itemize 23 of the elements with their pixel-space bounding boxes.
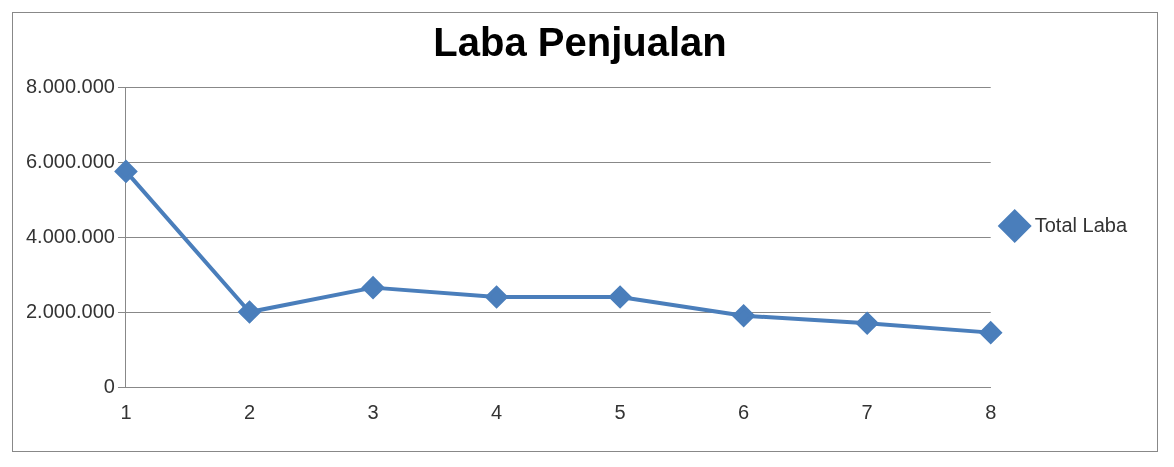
point xyxy=(485,286,508,308)
point xyxy=(979,321,1002,344)
x-tick-label: 6 xyxy=(738,400,750,423)
x-tick-label: 4 xyxy=(491,400,503,423)
y-tick-label: 0 xyxy=(103,374,115,397)
point xyxy=(114,160,137,183)
x-tick-label: 7 xyxy=(861,400,873,423)
y-tick-label: 2.000.000 xyxy=(25,299,115,322)
point xyxy=(238,301,261,323)
point xyxy=(732,304,755,327)
x-tick-label: 1 xyxy=(120,400,132,423)
y-tick-label: 4.000.000 xyxy=(25,224,115,247)
point xyxy=(856,312,879,335)
y-tick-label: 8.000.000 xyxy=(25,74,115,97)
x-tick-label: 3 xyxy=(367,400,379,423)
chart-title: Laba Penjualan xyxy=(433,20,727,65)
point xyxy=(609,286,632,308)
x-tick-label: 8 xyxy=(985,400,997,423)
x-tick-label: 2 xyxy=(243,400,256,423)
y-tick-label: 6.000.000 xyxy=(25,149,115,172)
legend-label: Total Laba xyxy=(1034,213,1128,236)
point xyxy=(362,276,385,299)
x-tick-label: 5 xyxy=(614,400,626,423)
